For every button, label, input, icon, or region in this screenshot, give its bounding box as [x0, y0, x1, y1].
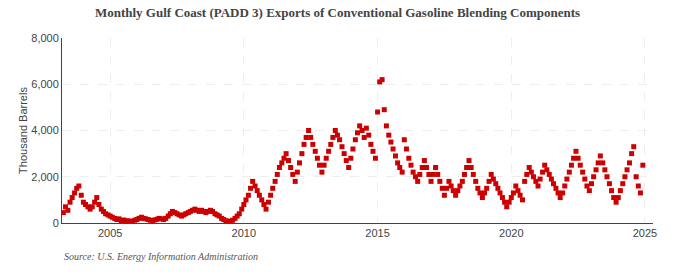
- svg-text:Thousand Barrels: Thousand Barrels: [17, 87, 29, 174]
- svg-text:0: 0: [53, 217, 59, 229]
- svg-text:2010: 2010: [232, 227, 256, 239]
- svg-text:2,000: 2,000: [31, 171, 59, 183]
- svg-text:8,000: 8,000: [31, 32, 59, 44]
- svg-text:2025: 2025: [633, 227, 657, 239]
- svg-text:6,000: 6,000: [31, 78, 59, 90]
- svg-text:Source: U.S. Energy Informatio: Source: U.S. Energy Information Administ…: [64, 251, 258, 262]
- svg-text:2020: 2020: [499, 227, 523, 239]
- svg-text:2015: 2015: [365, 227, 389, 239]
- svg-text:4,000: 4,000: [31, 124, 59, 136]
- svg-text:2005: 2005: [98, 227, 122, 239]
- svg-text:Monthly Gulf Coast (PADD 3) Ex: Monthly Gulf Coast (PADD 3) Exports of C…: [95, 5, 580, 20]
